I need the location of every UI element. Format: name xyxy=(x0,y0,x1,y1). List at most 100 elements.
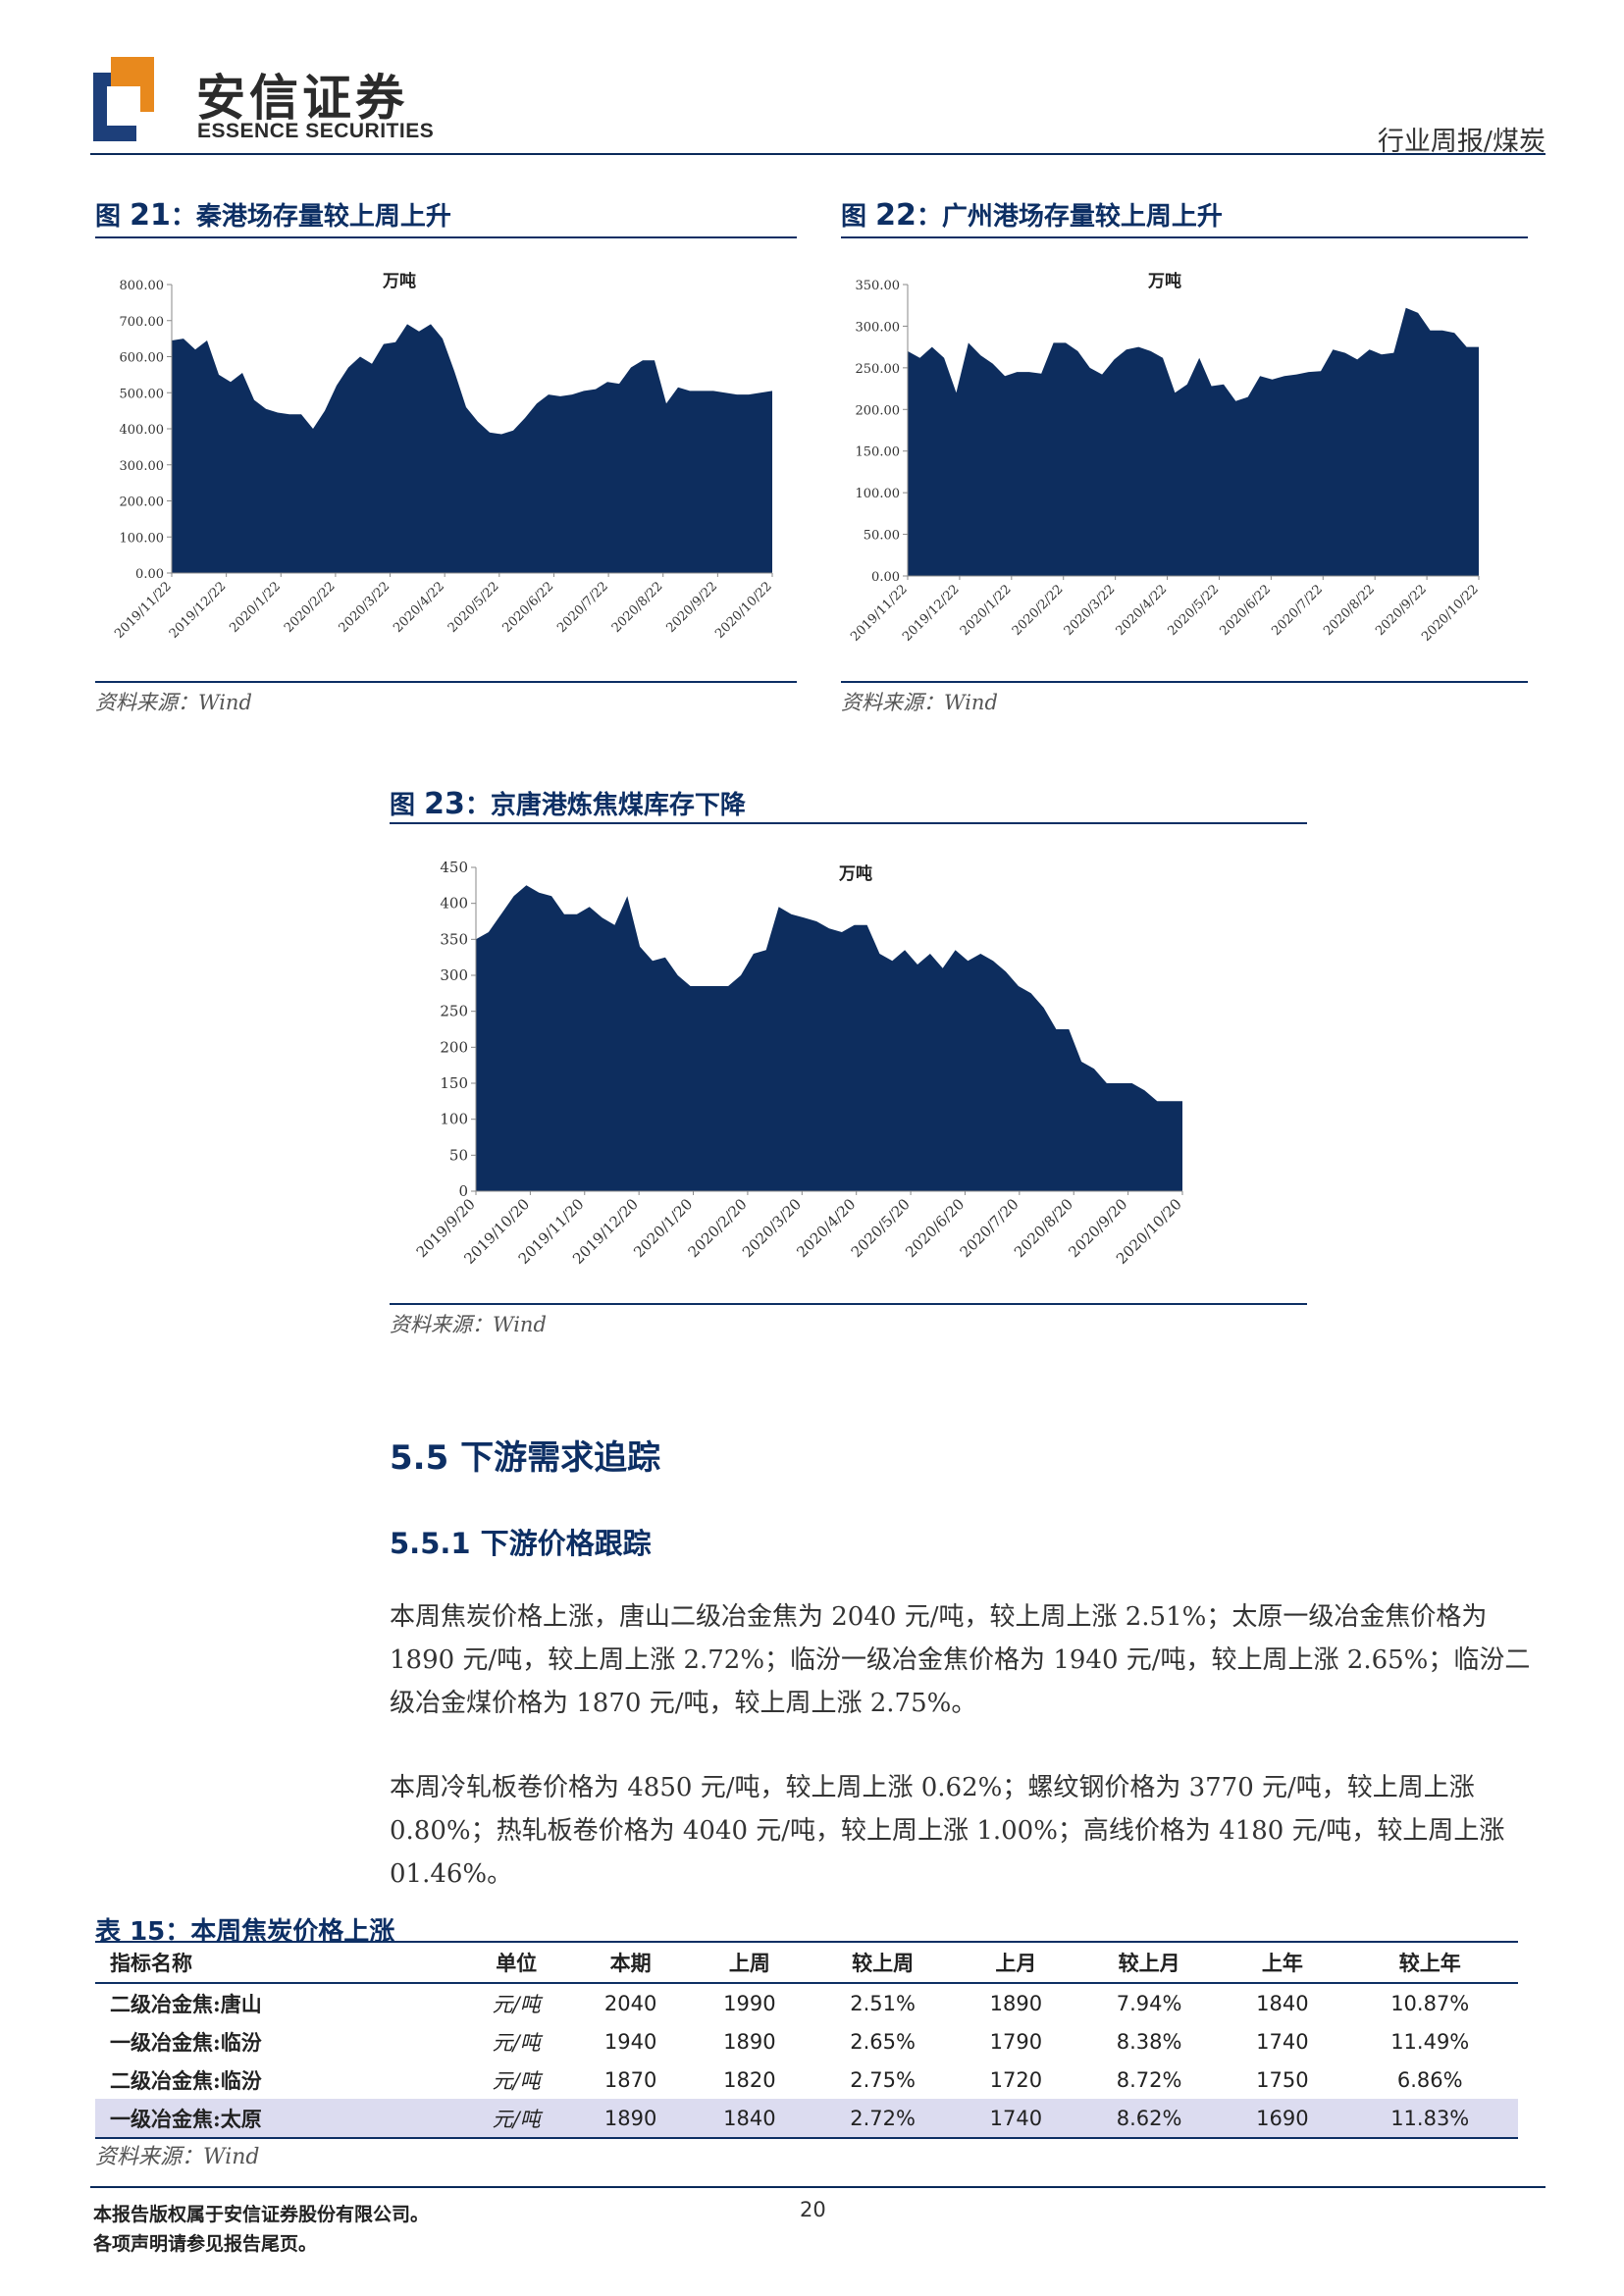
table-header-row: 指标名称 单位 本期 上周 较上周 上月 较上月 上年 较上年 xyxy=(95,1942,1518,1983)
company-logo xyxy=(93,57,154,141)
unit-cell: 元/吨 xyxy=(492,2068,541,2093)
y-tick-label: 0 xyxy=(458,1182,468,1200)
chart-guangzhou-port-stock: 0.00 50.00 100.00 150.00 200.00 250.00 300.00 3… xyxy=(848,271,1482,645)
y-tick-label: 150 xyxy=(440,1074,468,1092)
table-row: 二级冶金焦:临汾 元/吨 1870 1820 2.75% 1720 8.72% 1750 6.8… xyxy=(95,2061,1518,2099)
value-cell: 1790 xyxy=(989,2029,1043,2054)
value-cell: 2.75% xyxy=(850,2067,916,2092)
value-cell: 2.51% xyxy=(850,1991,916,2015)
x-tick-label: 2019/12/22 xyxy=(167,579,230,642)
x-tick-label: 2020/6/22 xyxy=(500,579,557,636)
x-tick-label: 2020/9/22 xyxy=(1373,582,1430,639)
section-heading: 5.5 下游需求追踪 xyxy=(390,1438,661,1478)
indicator-name-cell: 一级冶金焦:临汾 xyxy=(110,2029,262,2055)
footer-divider xyxy=(90,2186,1545,2188)
table-row: 一级冶金焦:太原 元/吨 1890 1840 2.72% 1740 8.62% 1690 11.… xyxy=(95,2099,1518,2138)
value-cell: 2040 xyxy=(603,1991,657,2015)
chart-unit-label: 万吨 xyxy=(1147,271,1181,291)
x-tick-label: 2020/8/22 xyxy=(1321,582,1378,639)
value-cell: 11.49% xyxy=(1390,2029,1470,2054)
value-cell: 8.62% xyxy=(1074,2099,1224,2138)
value-cell: 1720 xyxy=(989,2067,1043,2092)
x-tick-label: 2020/3/22 xyxy=(337,579,393,636)
value-cell: 1890 xyxy=(989,1991,1043,2015)
indicator-name-cell: 二级冶金焦:临汾 xyxy=(110,2067,262,2093)
header-divider xyxy=(90,153,1545,155)
footer-disclaimer: 各项声明请参见报告尾页。 xyxy=(93,2233,318,2255)
x-tick-label: 2020/10/22 xyxy=(712,579,775,642)
y-tick-label: 100 xyxy=(440,1111,468,1128)
value-cell: 1890 xyxy=(723,2029,776,2054)
value-cell: 6.86% xyxy=(1396,2067,1463,2092)
y-tick-label: 700.00 xyxy=(120,315,165,330)
figure-22-title: 图 22：广州港场存量较上周上升 xyxy=(841,198,1223,233)
col-header: 较上年 xyxy=(1398,1951,1461,1975)
coke-price-table: 指标名称 单位 本期 上周 较上周 上月 较上月 上年 较上年 二级冶金焦:唐山… xyxy=(95,1941,1518,2139)
value-cell: 11.83% xyxy=(1341,2099,1518,2138)
x-tick-label: 2020/2/22 xyxy=(282,579,339,636)
value-cell: 1890 xyxy=(571,2099,691,2138)
value-cell: 1990 xyxy=(723,1991,776,2015)
y-tick-label: 350 xyxy=(440,930,468,948)
y-tick-label: 100.00 xyxy=(856,487,901,501)
value-cell: 8.38% xyxy=(1116,2029,1182,2054)
figure-22-source: 资料来源：Wind xyxy=(841,691,998,714)
figure-23-bottom-rule xyxy=(390,1303,1307,1305)
figure-23-rule xyxy=(390,822,1307,824)
y-tick-label: 50 xyxy=(449,1146,468,1164)
figure-22-bottom-rule xyxy=(841,681,1528,683)
unit-cell: 元/吨 xyxy=(492,1992,541,2016)
page-number: 20 xyxy=(800,2198,826,2221)
y-tick-label: 600.00 xyxy=(120,351,165,366)
area-series xyxy=(476,885,1182,1191)
area-series xyxy=(172,324,772,573)
y-tick-label: 0.00 xyxy=(135,567,164,582)
table-source: 资料来源：Wind xyxy=(95,2145,260,2169)
figure-23-title: 图 23：京唐港炼焦煤库存下降 xyxy=(390,787,746,821)
y-tick-label: 300.00 xyxy=(120,459,165,474)
x-tick-label: 2019/11/22 xyxy=(112,579,175,642)
report-type: 行业周报/煤炭 xyxy=(1377,127,1545,157)
y-tick-label: 200 xyxy=(440,1038,468,1056)
value-cell: 1740 xyxy=(1256,2029,1309,2054)
col-header: 本期 xyxy=(609,1951,652,1975)
x-tick-label: 2020/1/22 xyxy=(958,582,1015,639)
footer-copyright: 本报告版权属于安信证券股份有限公司。 xyxy=(93,2204,430,2225)
col-header: 指标名称 xyxy=(110,1951,192,1975)
chart-unit-label: 万吨 xyxy=(838,863,872,884)
paragraph-coke-prices: 本周焦炭价格上涨，唐山二级冶金焦为 2040 元/吨，较上周上涨 2.51%；太… xyxy=(390,1602,1531,1718)
figure-22-rule xyxy=(841,236,1528,238)
col-header: 上月 xyxy=(995,1951,1037,1975)
x-tick-label: 2020/7/22 xyxy=(554,579,611,636)
unit-cell: 元/吨 xyxy=(461,2099,572,2138)
y-tick-label: 250.00 xyxy=(856,362,901,377)
area-series xyxy=(908,307,1479,576)
figure-21-rule xyxy=(95,236,797,238)
value-cell: 1690 xyxy=(1223,2099,1342,2138)
y-tick-label: 200.00 xyxy=(120,496,165,510)
value-cell: 2.65% xyxy=(850,2029,916,2054)
y-tick-label: 300.00 xyxy=(856,320,901,335)
y-tick-label: 450 xyxy=(440,859,468,876)
value-cell: 2.72% xyxy=(809,2099,957,2138)
figure-21-source: 资料来源：Wind xyxy=(95,691,252,714)
y-tick-label: 50.00 xyxy=(864,529,900,544)
chart-unit-label: 万吨 xyxy=(382,271,416,291)
brand-name-cn: 安信证券 xyxy=(196,70,408,127)
col-header: 较上月 xyxy=(1118,1951,1180,1975)
figure-21-bottom-rule xyxy=(95,681,797,683)
value-cell: 1870 xyxy=(603,2067,657,2092)
y-tick-label: 250 xyxy=(440,1003,468,1020)
x-tick-label: 2020/7/22 xyxy=(1269,582,1326,639)
x-tick-label: 2020/2/22 xyxy=(1010,582,1067,639)
paragraph-steel-prices: 本周冷轧板卷价格为 4850 元/吨，较上周上涨 0.62%；螺纹钢价格为 37… xyxy=(390,1773,1505,1889)
unit-cell: 元/吨 xyxy=(492,2030,541,2055)
col-header: 单位 xyxy=(496,1951,538,1975)
table-15-title: 表 15：本周焦炭价格上涨 xyxy=(95,1917,395,1947)
figure-23-source: 资料来源：Wind xyxy=(390,1313,547,1336)
col-header: 上年 xyxy=(1261,1951,1303,1975)
value-cell: 8.72% xyxy=(1116,2067,1182,2092)
x-tick-label: 2020/8/22 xyxy=(609,579,666,636)
subsection-heading: 5.5.1 下游价格跟踪 xyxy=(390,1527,652,1560)
y-tick-label: 800.00 xyxy=(120,279,165,293)
